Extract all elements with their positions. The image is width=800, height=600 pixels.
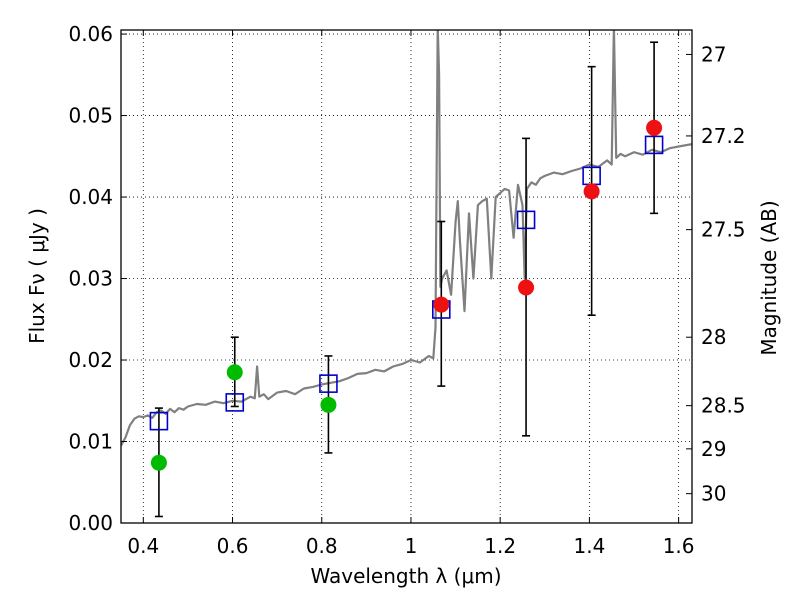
observed-point xyxy=(518,279,535,296)
model-photometry-square xyxy=(319,374,338,393)
x-tick-label: 1.2 xyxy=(484,534,516,558)
right-y-axis-label: Magnitude (AB) xyxy=(757,200,781,355)
model-photometry-square xyxy=(516,210,536,230)
grid xyxy=(121,30,692,524)
observed-point xyxy=(226,364,243,381)
right-tick-label: 28.5 xyxy=(701,394,746,418)
x-tick-label: 0.4 xyxy=(127,534,159,558)
observed-point xyxy=(433,296,450,313)
right-tick-label: 28 xyxy=(701,325,726,349)
plot-area xyxy=(121,30,692,518)
x-tick-label: 1.4 xyxy=(573,534,605,558)
y-axis-label: Flux Fν ( μJy ) xyxy=(25,208,49,344)
y-tick-label: 0.03 xyxy=(68,267,113,291)
y-tick-label: 0.00 xyxy=(68,511,113,535)
model-photometry-square xyxy=(149,411,169,431)
y-tick-label: 0.06 xyxy=(68,22,113,46)
right-tick-label: 27.5 xyxy=(701,218,746,242)
y-tick-label: 0.05 xyxy=(68,104,113,128)
x-tick-label: 0.8 xyxy=(306,534,338,558)
y-tick-label: 0.02 xyxy=(68,348,113,372)
spectrum-line xyxy=(121,30,692,447)
model-photometry-square xyxy=(225,393,245,412)
right-tick-label: 30 xyxy=(701,482,726,506)
x-tick-label: 1 xyxy=(405,534,418,558)
axes: 0.4 0.6 0.8 1 1.2 1.4 1.6 0.00 0.01 0.02 0.03 0.04 0… xyxy=(68,22,745,558)
x-tick-label: 0.6 xyxy=(217,534,249,558)
observed-point xyxy=(583,183,600,200)
x-tick-label: 1.6 xyxy=(663,534,695,558)
model-photometry-square xyxy=(644,135,664,155)
observed-point xyxy=(150,454,167,471)
x-axis-label: Wavelength λ (μm) xyxy=(310,564,501,588)
plot-content xyxy=(121,30,692,518)
observed-point xyxy=(646,119,663,136)
observed-point xyxy=(320,396,337,413)
y-tick-label: 0.01 xyxy=(68,430,113,454)
right-tick-label: 27.2 xyxy=(701,124,746,148)
right-tick-label: 29 xyxy=(701,437,726,461)
right-tick-label: 27 xyxy=(701,42,726,66)
plot-frame xyxy=(120,29,693,524)
y-tick-label: 0.04 xyxy=(68,185,113,209)
